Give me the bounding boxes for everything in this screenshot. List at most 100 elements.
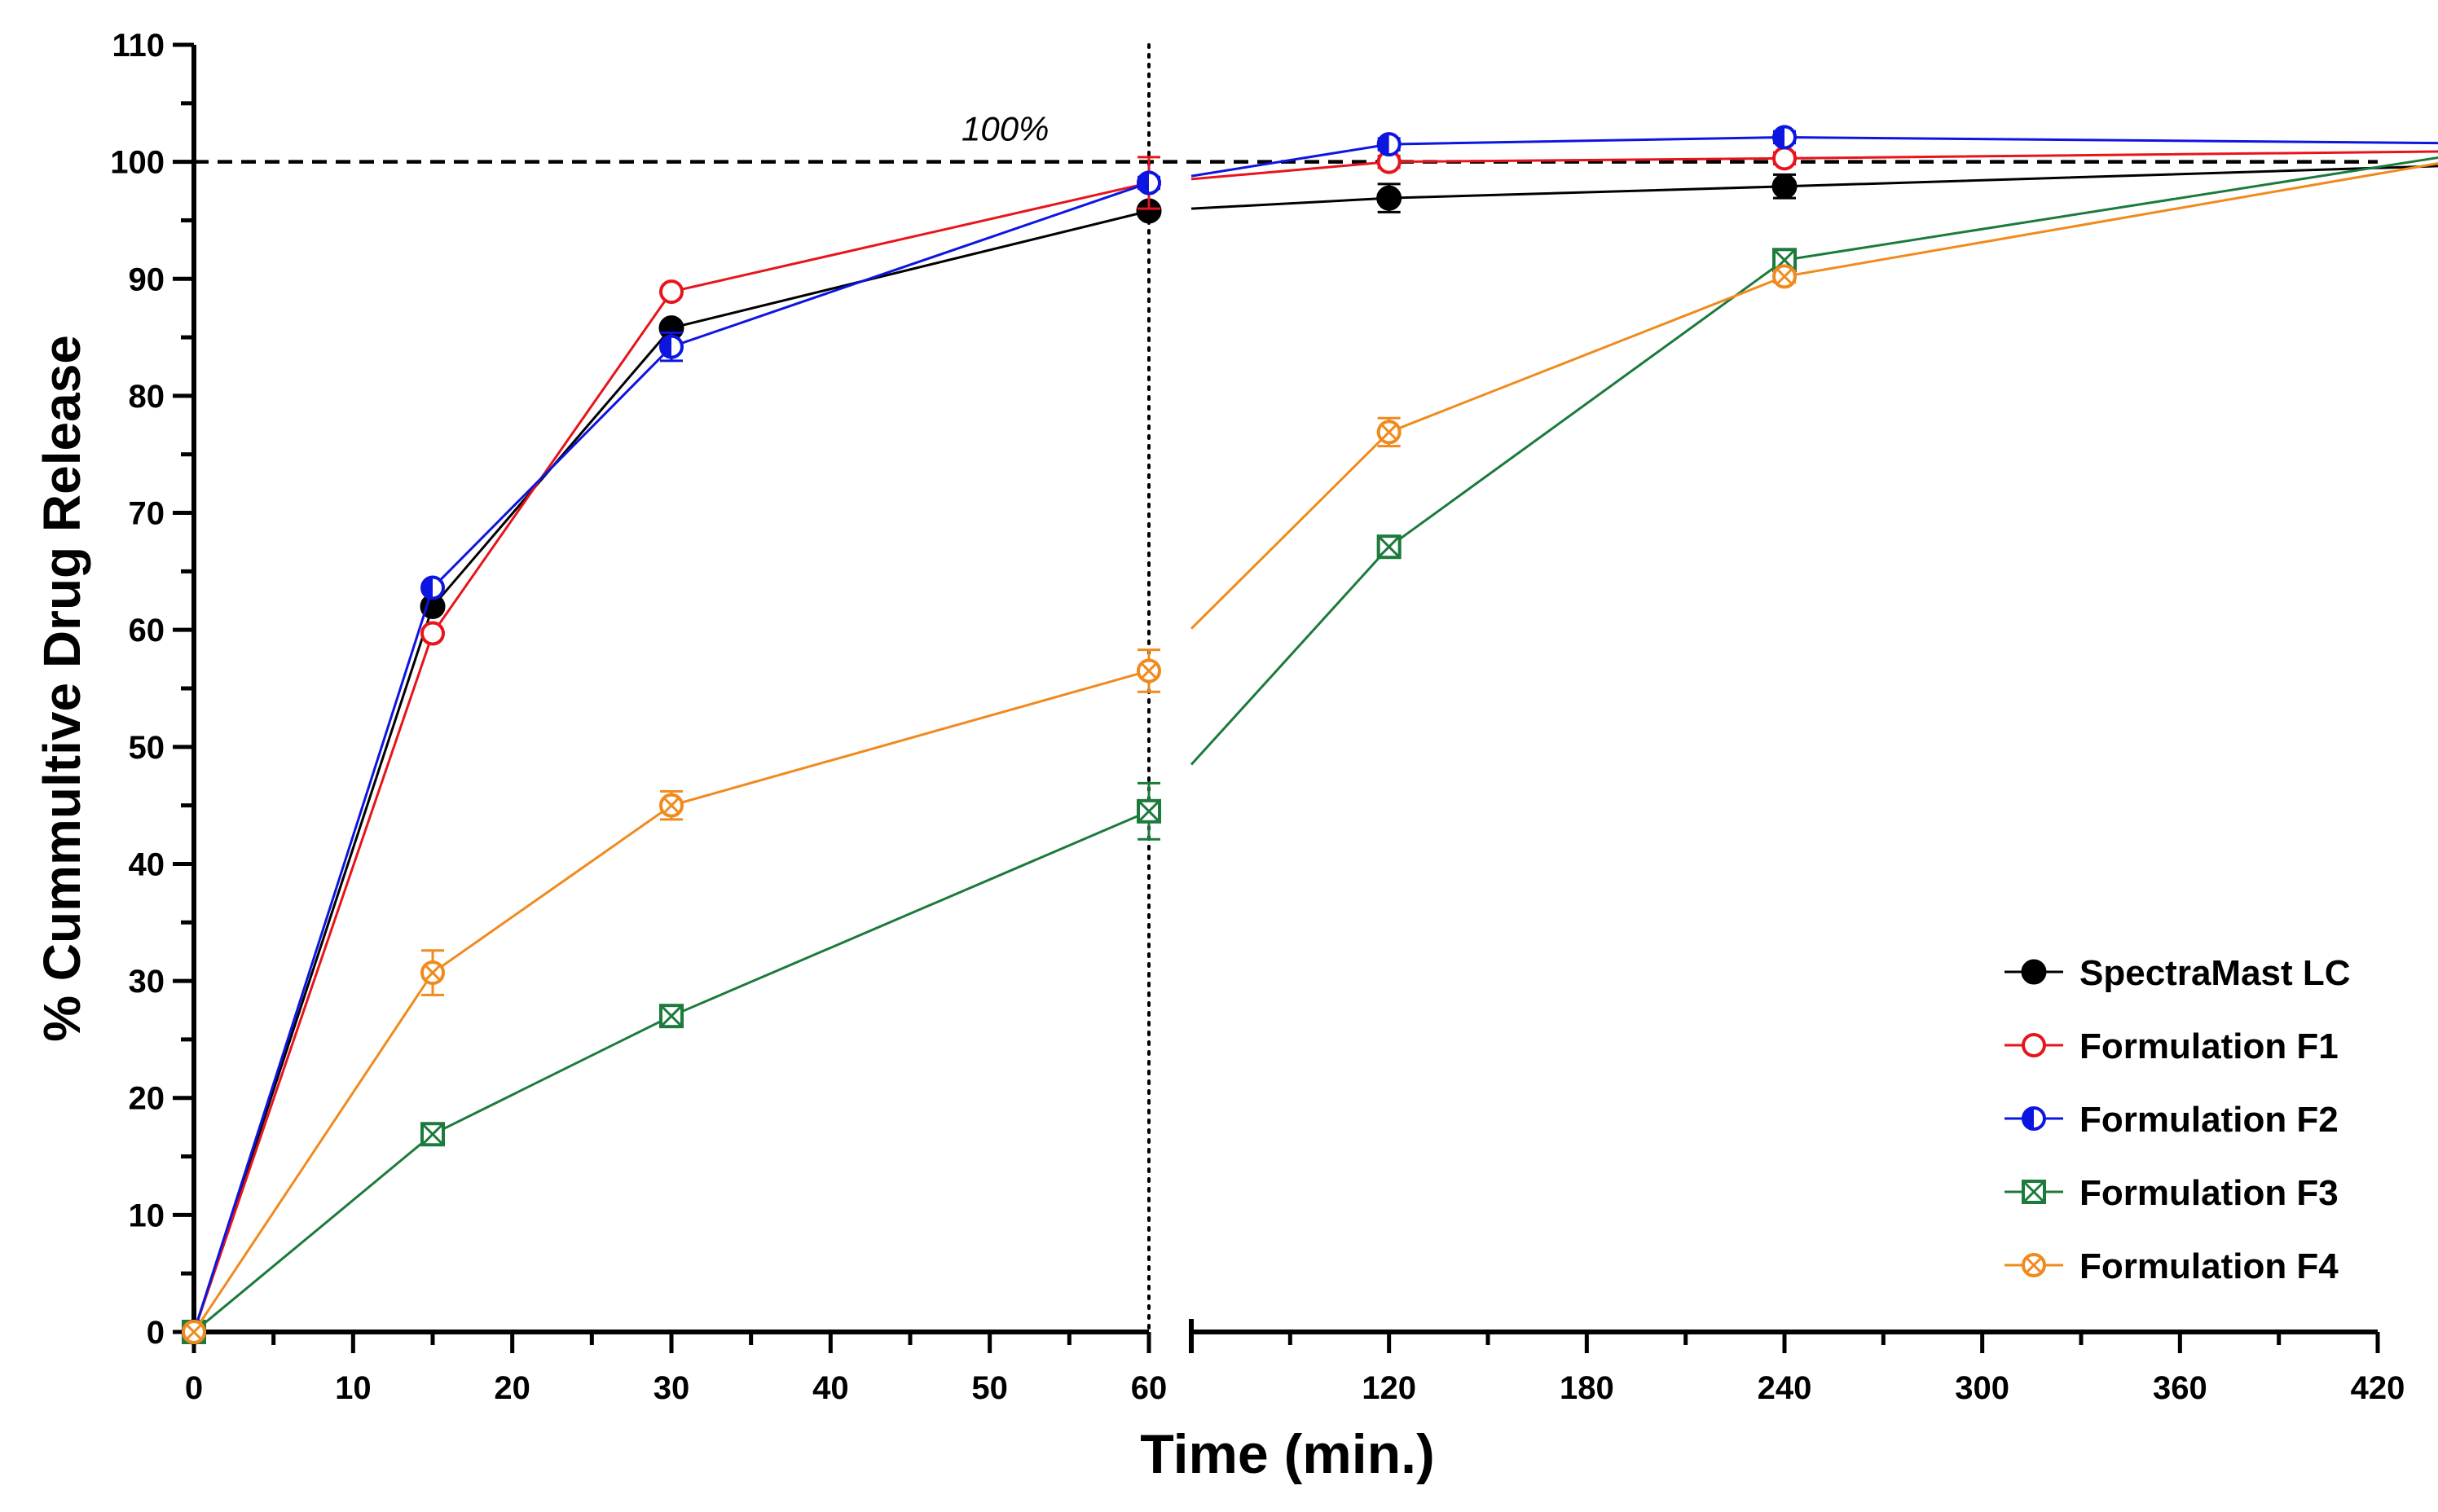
- marker-circle-cross: [2025, 1256, 2043, 1274]
- data-point-marker: [1376, 185, 1402, 211]
- x-tick-label: 30: [654, 1370, 690, 1406]
- marker-open-circle: [420, 621, 445, 646]
- legend-item: Formulation F3: [2005, 1173, 2339, 1213]
- y-tick-label: 100: [110, 145, 165, 181]
- x-tick-label: 300: [1955, 1370, 2009, 1406]
- marker-circle-cross: [1776, 268, 1793, 285]
- data-point-marker: [182, 1320, 206, 1344]
- data-point-marker: [2022, 1106, 2046, 1131]
- x-tick-label: 10: [335, 1370, 372, 1406]
- reference-line-label: 100%: [962, 110, 1049, 148]
- y-tick-label: 0: [147, 1315, 165, 1351]
- series-line-left: [192, 670, 1150, 1333]
- marker-square-cross: [1377, 535, 1401, 559]
- y-tick-label: 40: [129, 846, 165, 882]
- data-point-marker: [1137, 798, 1161, 824]
- x-tick-label: 0: [185, 1370, 203, 1406]
- y-tick-label: 10: [129, 1198, 165, 1233]
- marker-open-circle: [2022, 1033, 2046, 1057]
- data-point-marker: [659, 793, 684, 818]
- reference-lines: 100%: [194, 43, 2378, 1334]
- data-point-marker: [1772, 264, 1797, 289]
- data-point-marker: [2022, 1033, 2046, 1057]
- series-line-right: [1190, 135, 2438, 178]
- data-point-marker: [659, 334, 684, 359]
- marker-filled-circle: [1376, 185, 1402, 211]
- x-tick-label: 20: [494, 1370, 530, 1406]
- legend-label: SpectraMast LC: [2079, 953, 2351, 993]
- data-point-marker: [2022, 1180, 2046, 1204]
- marker-half-circle-fill: [1138, 172, 1149, 194]
- marker-square-cross: [659, 1004, 684, 1028]
- data-point-marker: [659, 1004, 684, 1029]
- series-spectramast-lc: [181, 165, 2438, 1345]
- marker-circle-cross: [424, 964, 442, 982]
- marker-square-cross: [2022, 1180, 2046, 1204]
- y-tick-label: 110: [112, 28, 165, 64]
- data-point-marker: [1137, 170, 1161, 196]
- data-point-marker: [420, 575, 445, 600]
- y-tick-label: 30: [129, 964, 165, 1000]
- x-tick-label: 420: [2351, 1370, 2405, 1406]
- series-line-right: [1190, 162, 2438, 630]
- legend-item: SpectraMast LC: [2005, 953, 2351, 993]
- x-tick-label: 120: [1362, 1370, 1416, 1406]
- x-axis-title: Time (min.): [1140, 1423, 1434, 1485]
- marker-filled-circle: [1771, 174, 1798, 200]
- legend: SpectraMast LC Formulation F1 Formulation …: [2005, 953, 2351, 1286]
- data-point-marker: [420, 1122, 445, 1147]
- data-point-marker: [659, 279, 684, 305]
- data-point-marker: [420, 960, 445, 986]
- series-line-right: [1190, 165, 2438, 210]
- data-point-marker: [2021, 959, 2047, 985]
- legend-item: Formulation F4: [2005, 1246, 2339, 1286]
- x-tick-label: 180: [1560, 1370, 1614, 1406]
- x-tick-label: 240: [1758, 1370, 1812, 1406]
- marker-open-circle: [1772, 146, 1797, 171]
- series-line-left: [192, 182, 1150, 1333]
- data-point-marker: [2022, 1253, 2046, 1277]
- legend-label: Formulation F2: [2079, 1100, 2339, 1140]
- legend-label: Formulation F1: [2079, 1026, 2339, 1066]
- marker-half-circle-fill: [422, 577, 433, 599]
- y-tick-label: 60: [129, 613, 165, 648]
- x-tick-label: 60: [1131, 1370, 1168, 1406]
- marker-circle-cross: [1140, 662, 1158, 679]
- y-tick-label: 50: [129, 730, 165, 766]
- y-tick-label: 90: [129, 262, 165, 297]
- data-point-marker: [1771, 174, 1798, 200]
- legend-item: Formulation F2: [2005, 1100, 2339, 1140]
- series-line-right: [1190, 156, 2438, 766]
- y-tick-label: 80: [129, 379, 165, 415]
- data-point-marker: [1137, 658, 1161, 683]
- marker-half-circle-fill: [1378, 134, 1389, 156]
- data-point-marker: [1376, 420, 1402, 445]
- y-tick-label: 20: [129, 1081, 165, 1117]
- marker-circle-cross: [662, 797, 680, 814]
- y-axis-title: % Cummultive Drug Release: [33, 335, 91, 1042]
- axes: 0 10 20 30 40 50 60 70 80 90 100 110 0 10 20 30 40 50 60 12…: [110, 28, 2405, 1406]
- series-formulation-f2: [182, 125, 2438, 1344]
- marker-half-circle-fill: [1774, 126, 1784, 148]
- y-tick-label: 70: [129, 496, 165, 532]
- series-formulation-f3: [182, 156, 2438, 1344]
- marker-circle-cross: [1380, 424, 1397, 441]
- data-point-marker: [1376, 534, 1402, 560]
- data-point-marker: [1376, 132, 1402, 157]
- marker-open-circle: [659, 279, 684, 305]
- series-line-left: [192, 209, 1150, 1333]
- data-point-marker: [1772, 125, 1797, 150]
- marker-square-cross: [420, 1123, 445, 1146]
- legend-item: Formulation F1: [2005, 1026, 2339, 1066]
- series-line-left: [192, 182, 1150, 1333]
- x-tick-label: 360: [2153, 1370, 2207, 1406]
- marker-half-circle-fill: [661, 336, 671, 358]
- legend-label: Formulation F4: [2079, 1246, 2339, 1286]
- data-series: [181, 125, 2438, 1345]
- series-line-left: [193, 810, 1150, 1334]
- data-point-marker: [1772, 146, 1797, 171]
- marker-square-cross: [1137, 799, 1161, 823]
- legend-label: Formulation F3: [2079, 1173, 2339, 1213]
